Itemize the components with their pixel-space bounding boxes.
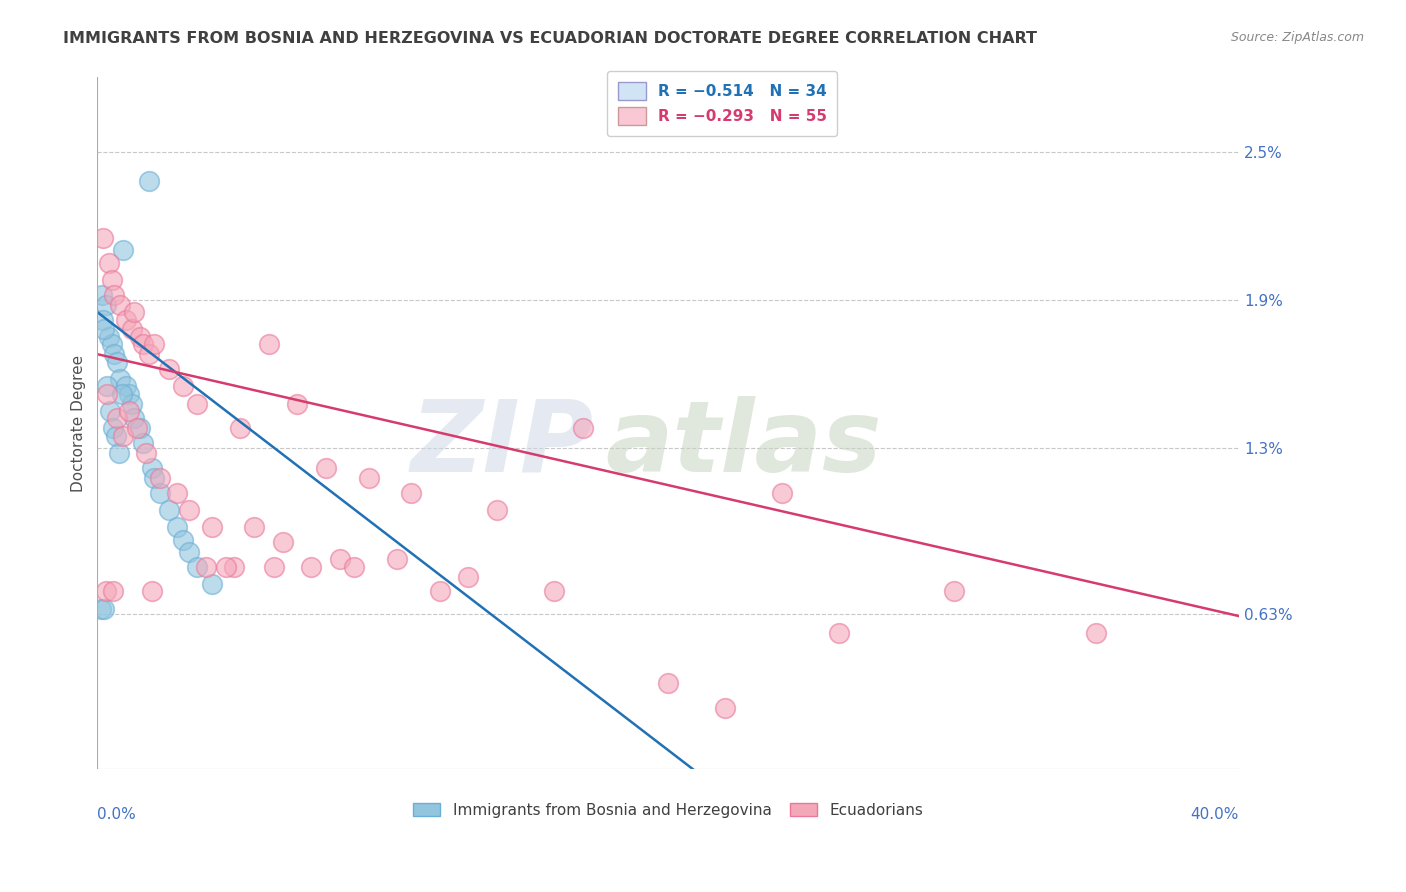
Point — [385, 552, 408, 566]
Point — [401, 485, 423, 500]
Point — [112, 428, 135, 442]
Point — [172, 533, 194, 547]
Point — [285, 396, 308, 410]
Point — [104, 428, 127, 442]
Point — [186, 396, 208, 410]
Point — [100, 337, 122, 351]
Point — [172, 379, 194, 393]
Point — [108, 372, 131, 386]
Point — [90, 288, 112, 302]
Point — [828, 626, 851, 640]
Point — [138, 347, 160, 361]
Point — [129, 421, 152, 435]
Text: 40.0%: 40.0% — [1191, 807, 1239, 822]
Point — [107, 446, 129, 460]
Point — [90, 601, 112, 615]
Point — [132, 337, 155, 351]
Point — [91, 231, 114, 245]
Point — [194, 559, 217, 574]
Point — [357, 471, 380, 485]
Point — [657, 675, 679, 690]
Y-axis label: Doctorate Degree: Doctorate Degree — [72, 355, 86, 491]
Point — [200, 577, 222, 591]
Point — [177, 503, 200, 517]
Point — [329, 552, 352, 566]
Point — [215, 559, 238, 574]
Point — [115, 379, 138, 393]
Point — [105, 411, 128, 425]
Point — [110, 386, 132, 401]
Point — [101, 584, 124, 599]
Point — [149, 471, 172, 485]
Point — [129, 330, 152, 344]
Point — [121, 322, 143, 336]
Point — [143, 337, 166, 351]
Point — [91, 312, 114, 326]
Point — [98, 404, 121, 418]
Point — [103, 288, 125, 302]
Point — [429, 584, 451, 599]
Point — [94, 298, 117, 312]
Point — [315, 460, 337, 475]
Point — [100, 273, 122, 287]
Point — [186, 559, 208, 574]
Point — [138, 174, 160, 188]
Point — [94, 584, 117, 599]
Text: 0.0%: 0.0% — [97, 807, 136, 822]
Point — [96, 386, 118, 401]
Point — [224, 559, 246, 574]
Point — [103, 347, 125, 361]
Text: Source: ZipAtlas.com: Source: ZipAtlas.com — [1230, 31, 1364, 45]
Point — [132, 436, 155, 450]
Point — [93, 322, 115, 336]
Point — [263, 559, 285, 574]
Point — [115, 312, 138, 326]
Point — [124, 305, 146, 319]
Point — [93, 601, 115, 615]
Point — [97, 330, 120, 344]
Point — [149, 485, 172, 500]
Text: ZIP: ZIP — [411, 396, 593, 492]
Point — [101, 421, 124, 435]
Point — [141, 584, 163, 599]
Point — [257, 337, 280, 351]
Point — [135, 446, 157, 460]
Point — [127, 421, 149, 435]
Text: atlas: atlas — [606, 396, 882, 492]
Point — [177, 545, 200, 559]
Point — [141, 460, 163, 475]
Point — [118, 386, 141, 401]
Point — [157, 503, 180, 517]
Point — [299, 559, 322, 574]
Point — [243, 520, 266, 534]
Point — [229, 421, 252, 435]
Point — [121, 396, 143, 410]
Point — [200, 520, 222, 534]
Point — [96, 379, 118, 393]
Point — [770, 485, 793, 500]
Point — [343, 559, 366, 574]
Point — [112, 244, 135, 258]
Point — [1085, 626, 1108, 640]
Point — [118, 404, 141, 418]
Point — [124, 411, 146, 425]
Text: IMMIGRANTS FROM BOSNIA AND HERZEGOVINA VS ECUADORIAN DOCTORATE DEGREE CORRELATIO: IMMIGRANTS FROM BOSNIA AND HERZEGOVINA V… — [63, 31, 1038, 46]
Point — [97, 256, 120, 270]
Point — [271, 535, 294, 549]
Point — [166, 520, 188, 534]
Point — [543, 584, 565, 599]
Point — [108, 298, 131, 312]
Point — [457, 569, 479, 583]
Point — [571, 421, 593, 435]
Point — [166, 485, 188, 500]
Point — [157, 362, 180, 376]
Point — [942, 584, 965, 599]
Point — [105, 354, 128, 368]
Point — [714, 700, 737, 714]
Point — [485, 503, 508, 517]
Legend: Immigrants from Bosnia and Herzegovina, Ecuadorians: Immigrants from Bosnia and Herzegovina, … — [406, 797, 929, 824]
Point — [143, 471, 166, 485]
